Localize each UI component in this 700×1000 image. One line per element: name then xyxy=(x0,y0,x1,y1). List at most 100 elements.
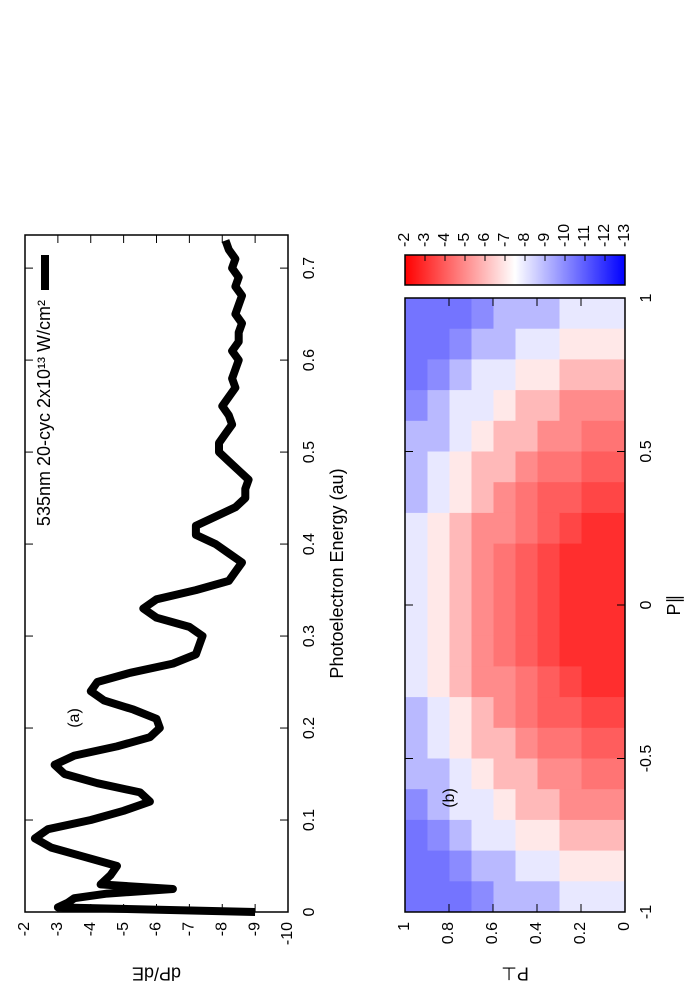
heat-cell xyxy=(471,420,494,452)
heat-cell xyxy=(405,757,428,790)
annotation: (a) xyxy=(66,708,83,728)
heat-cell xyxy=(449,481,472,513)
heat-cell xyxy=(405,819,428,851)
colorbar-tick-label: -7 xyxy=(496,233,513,247)
heat-cell xyxy=(493,328,516,360)
heat-cell xyxy=(471,696,494,728)
heat-cell xyxy=(603,543,626,575)
colorbar-tick-label: -12 xyxy=(596,224,613,247)
heat-cell xyxy=(603,788,626,820)
y-tick-label: -9 xyxy=(246,922,263,936)
heat-cell xyxy=(449,696,472,728)
heat-cell xyxy=(471,451,494,483)
heat-cell xyxy=(493,389,516,421)
heat-cell xyxy=(493,635,516,667)
heat-cell xyxy=(581,604,604,636)
heat-cell xyxy=(515,850,538,882)
heat-cell xyxy=(537,543,560,575)
heat-cell xyxy=(581,819,604,851)
heat-cell xyxy=(581,850,604,882)
data-line xyxy=(30,239,256,916)
heat-cell xyxy=(427,819,450,851)
heat-cell xyxy=(559,573,582,605)
heat-cell xyxy=(603,604,626,636)
heat-cell xyxy=(515,389,538,421)
heat-cell xyxy=(471,665,494,698)
heat-cell xyxy=(603,358,626,391)
heat-cell xyxy=(581,358,604,391)
heat-cell xyxy=(537,665,560,698)
y-tick-label: -8 xyxy=(213,922,230,936)
heat-cell xyxy=(559,635,582,667)
heat-cell xyxy=(405,358,428,391)
plot-frame xyxy=(24,234,289,913)
heat-cell xyxy=(537,358,560,391)
heat-cell xyxy=(537,481,560,513)
heat-cell xyxy=(559,880,582,912)
heat-cell xyxy=(603,757,626,790)
y-tick-label: -5 xyxy=(115,922,132,936)
heat-cell xyxy=(581,757,604,790)
y-axis-label: dP/dE xyxy=(132,963,181,983)
heat-cell xyxy=(559,543,582,575)
heat-cell xyxy=(559,788,582,820)
heat-cell xyxy=(603,819,626,851)
heat-cell xyxy=(493,696,516,728)
heat-cell xyxy=(405,451,428,483)
heat-cell xyxy=(581,389,604,421)
heat-cell xyxy=(537,451,560,483)
x-tick-label: 1 xyxy=(638,293,655,302)
heat-cell xyxy=(493,573,516,605)
heat-cell xyxy=(537,328,560,360)
y-tick-label: 0.6 xyxy=(484,922,501,944)
heat-cell xyxy=(449,451,472,483)
y-tick-label: -10 xyxy=(279,922,296,945)
heat-cell xyxy=(449,512,472,544)
heat-cell xyxy=(405,420,428,452)
x-tick-label: 0 xyxy=(301,907,318,916)
x-tick-label: 0.5 xyxy=(638,440,655,462)
heat-cell xyxy=(427,451,450,483)
heat-cell xyxy=(493,850,516,882)
heat-cell xyxy=(493,481,516,513)
x-tick-label: 0.6 xyxy=(301,349,318,371)
x-axis-label: P∥ xyxy=(664,594,684,615)
heat-cell xyxy=(559,696,582,728)
rotated-figure: 00.10.20.30.40.50.60.7-2 -3 -4 -5 -6 -7 -8 -9 -1… xyxy=(16,224,684,983)
colorbar-tick-label: -5 xyxy=(456,233,473,247)
heat-cell xyxy=(581,420,604,452)
heat-cell xyxy=(471,604,494,636)
heat-cell xyxy=(537,819,560,851)
heat-cell xyxy=(537,573,560,605)
heat-cell xyxy=(603,727,626,759)
heat-cell xyxy=(537,604,560,636)
heat-cell xyxy=(405,850,428,882)
x-tick-label: 0.5 xyxy=(301,441,318,463)
heat-cell xyxy=(515,358,538,391)
heat-cell xyxy=(449,389,472,421)
x-tick-label: -0.5 xyxy=(638,745,655,773)
y-tick-label: 0.2 xyxy=(572,922,589,944)
heat-cell xyxy=(449,757,472,790)
heat-cell xyxy=(427,757,450,790)
heat-cell xyxy=(427,297,450,329)
heat-cell xyxy=(581,573,604,605)
heat-cell xyxy=(559,420,582,452)
heat-cell xyxy=(427,665,450,698)
heat-cell xyxy=(515,665,538,698)
heat-cell xyxy=(537,696,560,728)
heat-cell xyxy=(581,635,604,667)
heat-cell xyxy=(493,819,516,851)
heat-cell xyxy=(471,757,494,790)
heat-cell xyxy=(493,880,516,912)
heat-cell xyxy=(405,880,428,912)
heat-cell xyxy=(515,819,538,851)
heat-cell xyxy=(449,543,472,575)
heat-cell xyxy=(603,297,626,329)
heat-cell xyxy=(471,543,494,575)
heat-cell xyxy=(449,328,472,360)
heat-cell xyxy=(449,880,472,912)
annotation: (b) xyxy=(441,788,458,808)
x-tick-label: 0.1 xyxy=(301,809,318,831)
